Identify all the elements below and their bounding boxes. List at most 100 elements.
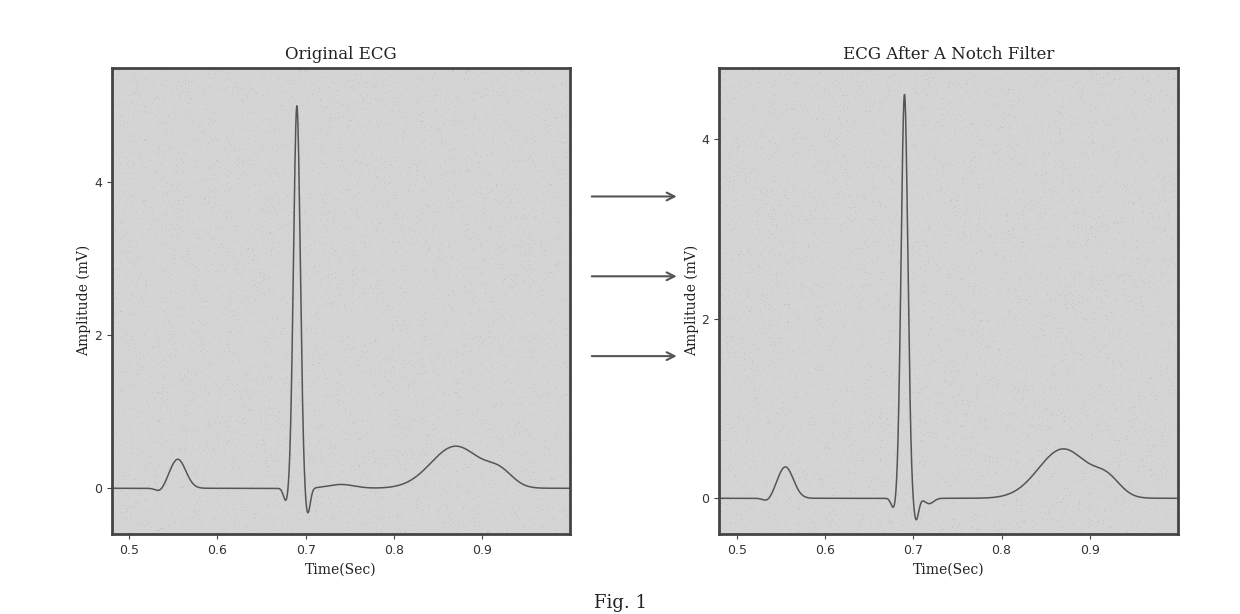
Point — [351, 366, 371, 376]
Point — [260, 70, 280, 80]
Point — [993, 129, 1013, 139]
Point — [454, 518, 474, 528]
Point — [889, 137, 909, 147]
Point — [512, 316, 532, 326]
Point — [802, 483, 822, 492]
Point — [1080, 427, 1100, 437]
Point — [541, 317, 560, 327]
Point — [899, 187, 919, 197]
Point — [408, 286, 428, 296]
Point — [894, 220, 914, 230]
Point — [294, 217, 314, 227]
Point — [331, 473, 351, 483]
Point — [463, 94, 482, 104]
Point — [180, 106, 200, 116]
Point — [446, 346, 466, 356]
Point — [1012, 394, 1032, 403]
Point — [226, 298, 246, 308]
Point — [193, 85, 213, 95]
Point — [439, 527, 459, 537]
Point — [233, 295, 253, 305]
Point — [1033, 351, 1053, 361]
Point — [961, 430, 981, 440]
Point — [894, 172, 914, 182]
Point — [353, 301, 373, 311]
Point — [548, 217, 568, 227]
Point — [1071, 459, 1091, 469]
Point — [1126, 101, 1146, 111]
Point — [308, 233, 327, 243]
Point — [866, 261, 885, 271]
Point — [866, 485, 885, 495]
Point — [993, 499, 1013, 509]
Point — [852, 243, 872, 253]
Point — [1064, 278, 1084, 287]
Point — [802, 257, 822, 267]
Point — [790, 64, 810, 74]
Point — [841, 368, 861, 378]
Point — [1153, 256, 1173, 266]
Point — [196, 416, 216, 426]
Point — [919, 405, 939, 415]
Point — [1102, 76, 1122, 85]
Point — [206, 380, 226, 390]
Point — [206, 399, 226, 409]
Point — [551, 296, 570, 306]
Point — [410, 499, 430, 508]
Point — [717, 225, 737, 235]
Point — [432, 171, 451, 181]
Point — [463, 445, 482, 454]
Point — [564, 70, 584, 80]
Point — [136, 225, 156, 235]
Point — [719, 525, 739, 535]
Point — [125, 502, 145, 512]
Point — [403, 238, 423, 247]
Point — [262, 200, 281, 210]
Point — [945, 316, 965, 326]
Point — [1006, 292, 1025, 302]
Point — [858, 358, 878, 368]
Point — [1076, 148, 1096, 158]
Point — [534, 437, 554, 446]
Point — [516, 441, 536, 451]
Point — [924, 146, 944, 156]
Point — [502, 494, 522, 504]
Point — [520, 274, 539, 284]
Point — [324, 214, 343, 224]
Point — [224, 263, 244, 273]
Point — [971, 488, 991, 498]
Point — [438, 104, 458, 114]
Point — [1106, 244, 1126, 254]
Point — [763, 81, 782, 91]
Point — [376, 433, 396, 443]
Point — [787, 317, 807, 327]
Point — [489, 460, 508, 470]
Point — [1059, 149, 1079, 158]
Point — [148, 249, 167, 258]
Point — [107, 74, 126, 84]
Point — [1081, 273, 1101, 283]
Point — [299, 458, 319, 468]
Point — [878, 96, 898, 106]
Point — [1027, 422, 1047, 432]
Point — [193, 336, 213, 346]
Point — [987, 170, 1007, 180]
Point — [449, 355, 469, 365]
Point — [197, 422, 217, 432]
Point — [800, 513, 820, 523]
Point — [966, 198, 986, 208]
Point — [935, 376, 955, 386]
Point — [217, 371, 237, 381]
Point — [438, 198, 458, 208]
Point — [141, 343, 161, 352]
Point — [1014, 148, 1034, 158]
Point — [823, 142, 843, 152]
Point — [906, 335, 926, 345]
Point — [982, 301, 1002, 311]
Point — [277, 219, 296, 229]
Point — [926, 468, 946, 478]
Point — [967, 437, 987, 447]
Point — [559, 403, 579, 413]
Point — [552, 78, 572, 88]
Point — [289, 78, 309, 88]
